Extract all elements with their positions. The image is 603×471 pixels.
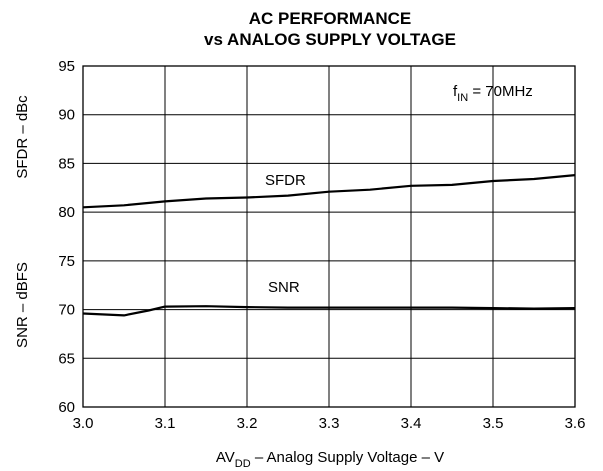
x-tick-label: 3.0 [73,415,94,432]
tick-labels: 3.0 3.1 3.2 3.3 3.4 3.5 3.6 60 65 70 75 80 85 90 95 [58,58,585,432]
data-curves [82,174,576,317]
chart-title-line2: vs ANALOG SUPPLY VOLTAGE [204,30,456,49]
y-axis-label-snr: SNR – dBFS [14,262,31,348]
series-label-snr: SNR [268,279,300,296]
y-tick-label: 65 [58,350,75,367]
x-tick-label: 3.3 [319,415,340,432]
annotation-fin: fIN = 70MHz [453,83,533,104]
y-tick-label: 95 [58,58,75,75]
y-tick-label: 75 [58,253,75,270]
series-line-snr [82,305,576,317]
x-tick-label: 3.2 [237,415,258,432]
y-tick-label: 60 [58,399,75,416]
grid-lines [83,66,575,407]
y-tick-label: 90 [58,107,75,124]
x-axis-label: AVDD – Analog Supply Voltage – V [216,449,444,470]
y-tick-label: 80 [58,204,75,221]
x-tick-label: 3.5 [483,415,504,432]
x-tick-label: 3.1 [155,415,176,432]
y-axis-label-sfdr: SFDR – dBc [14,95,31,179]
chart-title-line1: AC PERFORMANCE [249,9,411,28]
series-label-sfdr: SFDR [265,172,306,189]
series-line-sfdr [82,174,576,209]
y-tick-label: 70 [58,302,75,319]
plot-frame [82,65,576,408]
x-tick-label: 3.6 [565,415,586,432]
y-tick-label: 85 [58,155,75,172]
x-tick-label: 3.4 [401,415,422,432]
